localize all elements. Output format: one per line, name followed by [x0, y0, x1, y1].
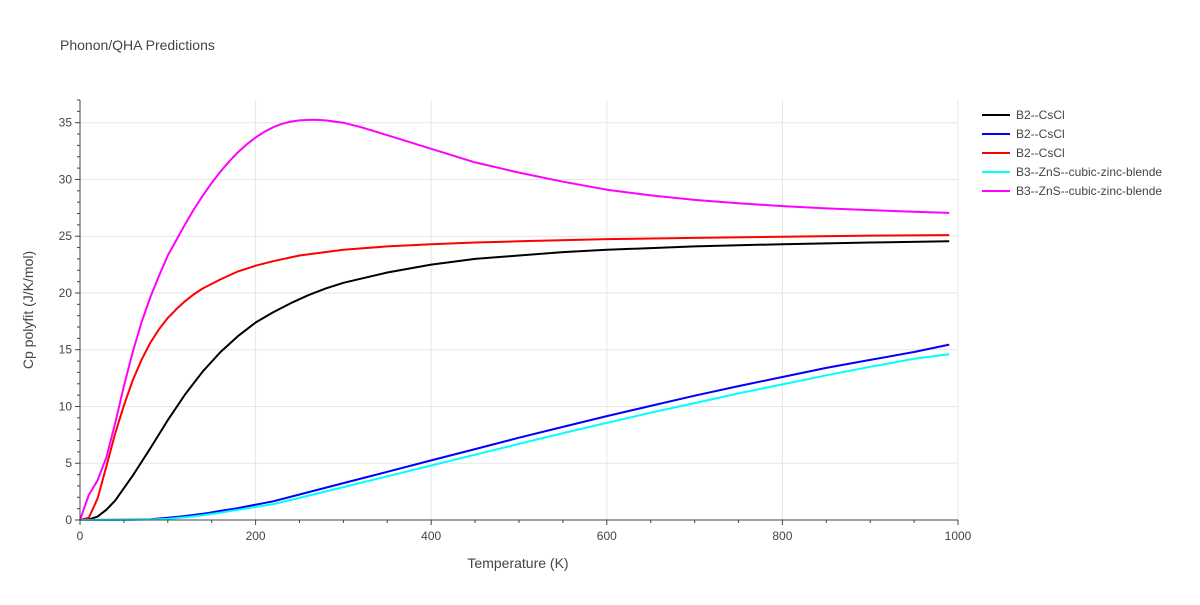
y-tick-label: 25	[59, 229, 73, 243]
legend: B2--CsCl B2--CsCl B2--CsCl B3--ZnS--cubic-z…	[982, 108, 1162, 198]
legend-label-4: B3--ZnS--cubic-zinc-blende	[1016, 165, 1162, 179]
series-line-5	[79, 118, 950, 521]
y-tick-label: 15	[59, 343, 73, 357]
y-tick-label: 10	[59, 399, 73, 413]
series-layer	[79, 118, 950, 521]
x-tick-label: 600	[597, 529, 617, 543]
legend-label-3: B2--CsCl	[1016, 146, 1065, 160]
x-tick-label: 1000	[945, 529, 972, 543]
x-tick-label: 800	[772, 529, 792, 543]
x-axis-title: Temperature (K)	[467, 555, 568, 571]
x-tick-label: 0	[77, 529, 84, 543]
legend-label-1: B2--CsCl	[1016, 108, 1065, 122]
series-line-3	[79, 234, 950, 521]
y-tick-label: 0	[65, 513, 72, 527]
legend-label-2: B2--CsCl	[1016, 127, 1065, 141]
y-tick-label: 30	[59, 172, 73, 186]
series-line-1	[79, 240, 950, 521]
x-tick-label: 400	[421, 529, 441, 543]
chart-title: Phonon/QHA Predictions	[60, 37, 215, 53]
x-tick-label: 200	[246, 529, 266, 543]
y-tick-label: 5	[65, 456, 72, 470]
legend-label-5: B3--ZnS--cubic-zinc-blende	[1016, 184, 1162, 198]
y-axis-title: Cp polyfit (J/K/mol)	[20, 251, 36, 369]
axis-layer: 0 200 400 600 800 1000 0 5 10 15 20 25 30 35	[59, 99, 972, 543]
y-tick-label: 20	[59, 286, 73, 300]
series-line-2	[79, 343, 950, 521]
series-line-4	[79, 353, 950, 521]
y-tick-label: 35	[59, 116, 73, 130]
grid-layer	[80, 100, 959, 520]
